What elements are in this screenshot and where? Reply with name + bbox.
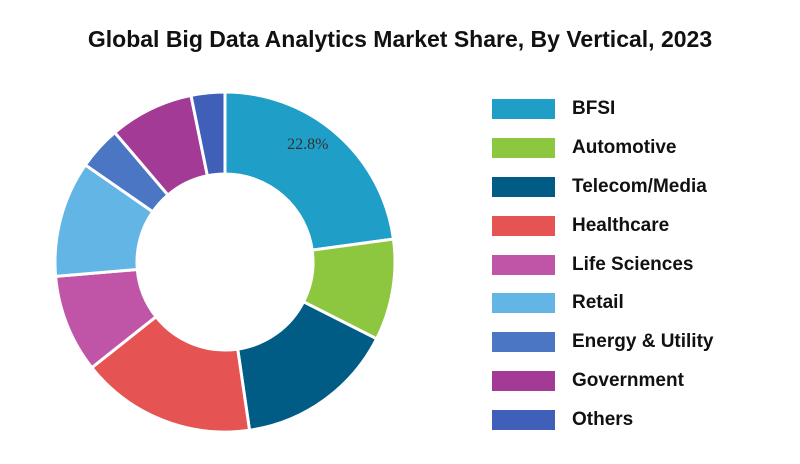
legend-swatch: [492, 370, 555, 391]
chart-title: Global Big Data Analytics Market Share, …: [87, 26, 713, 52]
slice-others: [189, 90, 227, 178]
legend-label: Retail: [572, 292, 624, 314]
legend-label: Government: [572, 369, 684, 391]
legend-label: Automotive: [572, 137, 677, 159]
legend-item-others: Others: [492, 400, 713, 439]
legend-swatch: [492, 99, 555, 120]
legend-label: BFSI: [572, 98, 616, 120]
legend-item-energy-utility: Energy & Utility: [492, 323, 713, 362]
legend-item-telecom-media: Telecom/Media: [492, 168, 713, 207]
legend-label: Life Sciences: [572, 253, 694, 275]
legend-swatch: [492, 332, 555, 353]
legend-swatch: [492, 215, 555, 236]
legend: BFSI Automotive Telecom/Media Healthcare Lif…: [492, 90, 713, 439]
legend-swatch: [492, 254, 555, 275]
slice-bfsi: [223, 90, 396, 252]
legend-label: Others: [572, 408, 634, 430]
legend-item-life-sciences: Life Sciences: [492, 245, 713, 284]
legend-item-automotive: Automotive: [492, 129, 713, 168]
legend-swatch: [492, 293, 555, 314]
slice-healthcare: [89, 314, 252, 434]
legend-item-retail: Retail: [492, 284, 713, 323]
legend-item-government: Government: [492, 362, 713, 401]
legend-swatch: [492, 176, 555, 197]
legend-label: Telecom/Media: [572, 175, 707, 197]
legend-label: Healthcare: [572, 214, 670, 236]
legend-swatch: [492, 409, 555, 430]
data-label-bfsi: 22.8%: [287, 136, 328, 153]
legend-item-healthcare: Healthcare: [492, 206, 713, 245]
legend-item-bfsi: BFSI: [492, 90, 713, 129]
legend-swatch: [492, 138, 555, 159]
legend-label: Energy & Utility: [572, 331, 714, 353]
